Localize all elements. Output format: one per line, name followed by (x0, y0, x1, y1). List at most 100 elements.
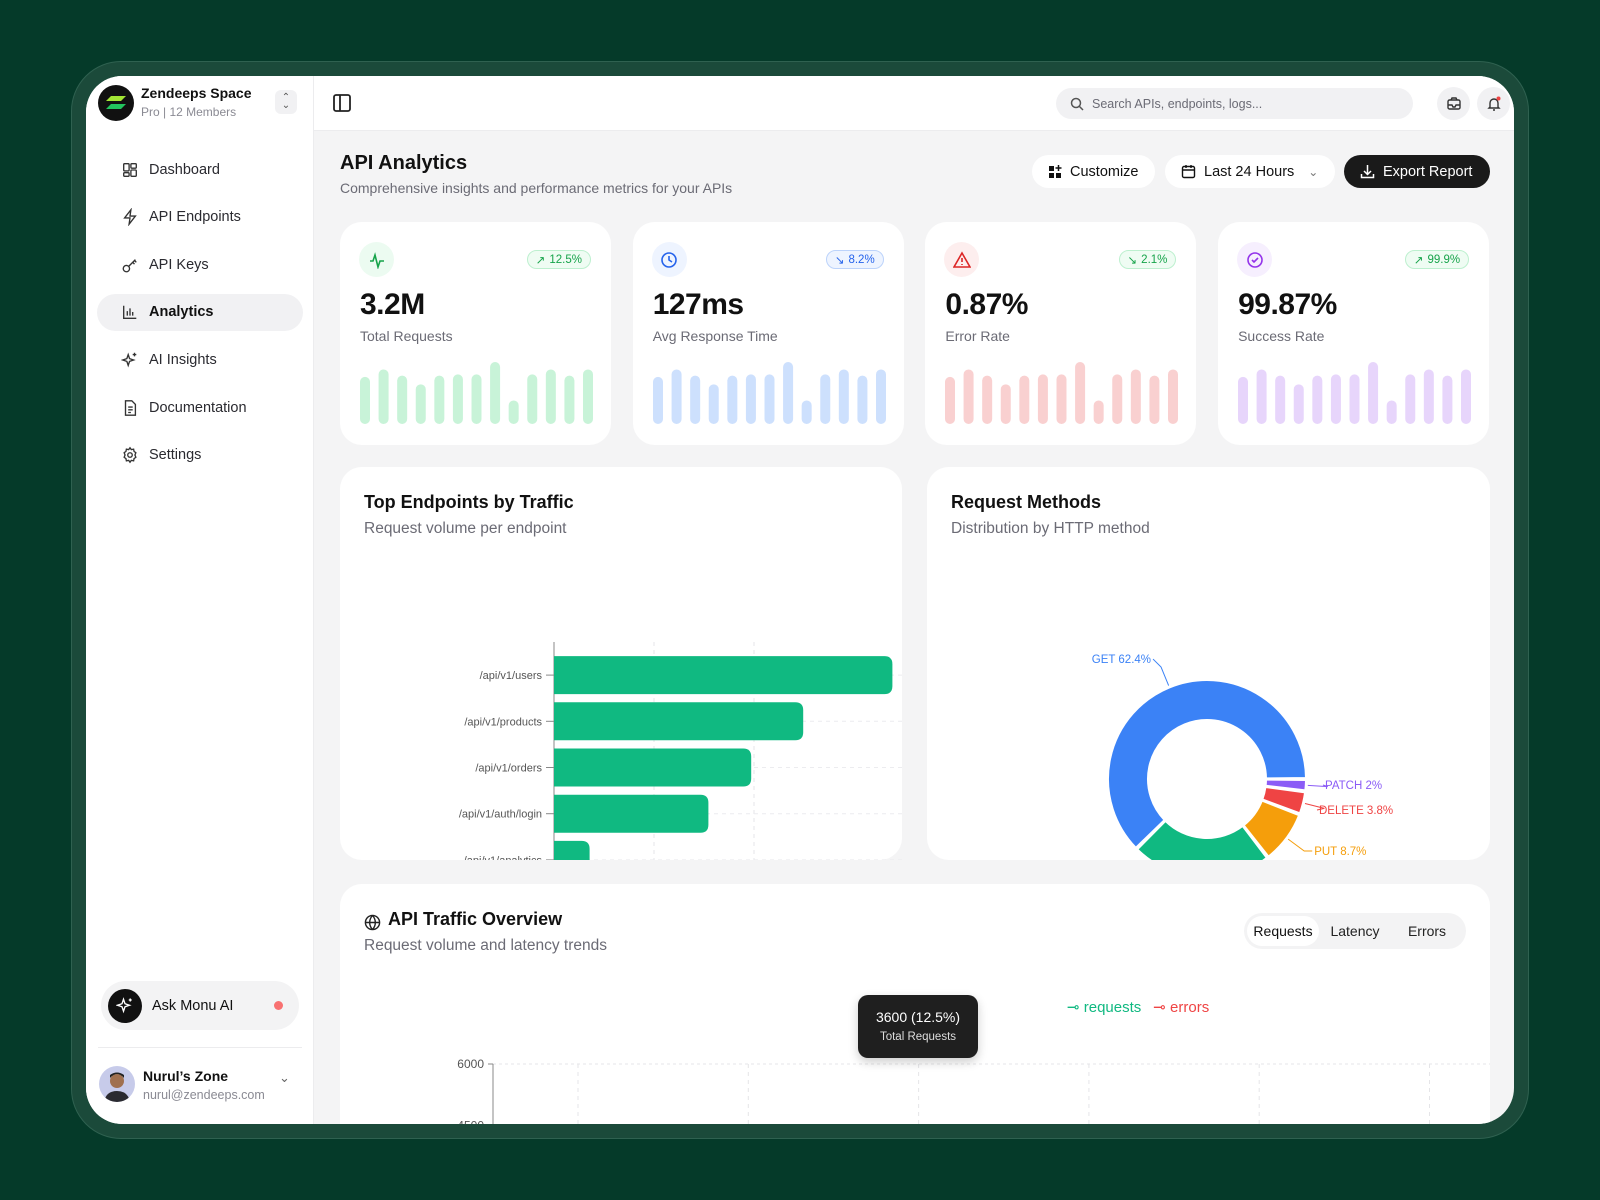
grid-icon (123, 162, 137, 177)
sparkline (945, 362, 1179, 424)
sparkline-bar (397, 375, 408, 424)
date-range-select[interactable]: Last 24 Hours ⌄ (1165, 155, 1335, 188)
sparkline-bar (1019, 375, 1030, 424)
export-report-button[interactable]: Export Report (1344, 155, 1490, 188)
sidebar-item-label: Documentation (149, 399, 247, 416)
sidebar-item-analytics[interactable]: Analytics (97, 293, 303, 331)
sparkline-bar (1075, 362, 1086, 424)
sparkline-bar (838, 369, 849, 424)
trend-up-icon: ↗ (535, 254, 546, 267)
stat-card-error-rate: ↘ 2.1% 0.87% Error Rate (925, 222, 1197, 445)
sparkline-bar (1238, 376, 1249, 424)
slice-get[interactable] (1107, 679, 1308, 850)
tab-latency[interactable]: Latency (1330, 923, 1380, 939)
search-input[interactable] (1092, 96, 1392, 111)
tooltip-value: 3600 (12.5%) (875, 1009, 961, 1025)
sparkline-bar (1312, 375, 1323, 424)
card-subtitle: Request volume and latency trends (364, 937, 607, 954)
calendar-icon (1181, 165, 1196, 179)
sidebar-item-api-keys[interactable]: API Keys (97, 246, 303, 283)
y-left-tick-label: 4500 (457, 1119, 484, 1125)
card-title: Top Endpoints by Traffic (364, 492, 574, 512)
top-endpoints-card: Top Endpoints by Traffic Request volume … (340, 467, 902, 860)
gear-icon (123, 446, 137, 464)
tab-errors[interactable]: Errors (1407, 923, 1447, 939)
chevron-down-icon: ⌄ (281, 100, 291, 111)
page-subtitle: Comprehensive insights and performance m… (340, 180, 733, 196)
sparkline-bar (1442, 375, 1453, 424)
sparkles-icon (121, 352, 137, 368)
category-label: /api/v1/products (464, 716, 542, 728)
sidebar-item-label: AI Insights (149, 351, 217, 368)
tooltip-label: Total Requests (879, 1031, 957, 1043)
endpoints-bar-chart: /api/v1/users/api/v1/products/api/v1/ord… (459, 642, 902, 860)
bar[interactable] (554, 748, 752, 787)
bar[interactable] (554, 840, 590, 860)
slice-delete[interactable] (1261, 785, 1307, 815)
download-icon (1360, 165, 1375, 179)
avatar[interactable] (99, 1066, 135, 1102)
sparkline-bar (1386, 400, 1397, 424)
bar[interactable] (554, 794, 709, 833)
sparkline-bar (1405, 374, 1416, 424)
chevron-up-icon: ⌃ (281, 92, 291, 103)
card-subtitle: Request volume per endpoint (364, 520, 567, 537)
sparkline-bar (1423, 369, 1434, 424)
sidebar-item-label: Settings (149, 447, 202, 464)
sidebar-item-documentation[interactable]: Documentation (97, 389, 303, 426)
check-circle-icon (1237, 242, 1273, 277)
inbox-button[interactable] (1437, 87, 1470, 120)
stat-label: Error Rate (945, 328, 1010, 344)
slice-label: PATCH 2% (1325, 780, 1382, 792)
search-bar[interactable] (1056, 88, 1413, 119)
document-icon (124, 399, 137, 416)
alert-triangle-icon (944, 242, 980, 277)
category-label: /api/v1/auth/login (459, 809, 542, 821)
sparkline-bar (764, 374, 775, 424)
stat-card-avg-response-time: ↘ 8.2% 127ms Avg Response Time (632, 222, 904, 445)
tab-requests[interactable]: Requests (1247, 916, 1319, 946)
sidebar-item-settings[interactable]: Settings (97, 437, 303, 474)
traffic-bar-chart: 60001604500120300080 (457, 1057, 1490, 1125)
change-badge: ↘ 8.2% (825, 250, 884, 269)
ask-ai-button[interactable]: Ask Monu AI (101, 981, 299, 1030)
chart-tooltip: 3600 (12.5%) Total Requests (858, 995, 978, 1058)
sparkline-bar (1293, 384, 1304, 424)
slice-label: PUT 8.7% (1314, 846, 1366, 858)
bar[interactable] (554, 702, 804, 741)
ask-ai-label: Ask Monu AI (152, 997, 234, 1014)
slice-put[interactable] (1242, 799, 1301, 858)
sparkline-bar (452, 374, 463, 424)
slice-post[interactable] (1135, 819, 1269, 860)
legend-errors[interactable]: ⊸ errors (1153, 999, 1210, 1016)
bar[interactable] (554, 656, 893, 695)
sparkline-bar (857, 375, 868, 424)
label-line (1287, 838, 1313, 852)
sparkline-bar (508, 400, 519, 424)
sidebar-toggle-icon[interactable] (332, 93, 352, 118)
bell-icon (1486, 96, 1501, 111)
change-badge: ↗ 12.5% (526, 250, 591, 269)
sidebar-item-label: API Endpoints (149, 209, 241, 226)
status-dot (274, 1001, 283, 1010)
divider (98, 1047, 302, 1048)
sidebar-item-api-endpoints[interactable]: API Endpoints (97, 199, 303, 236)
workspace-switcher-button[interactable]: ⌃ ⌄ (275, 90, 297, 114)
sidebar-item-dashboard[interactable]: Dashboard (97, 151, 303, 188)
sparkline-bar (1275, 375, 1286, 424)
inbox-icon (1446, 96, 1461, 110)
sparkline-bar (875, 369, 886, 424)
sparkline-bar (1112, 374, 1123, 424)
sparkline-bar (819, 374, 830, 424)
card-title: API Traffic Overview (388, 909, 563, 929)
user-menu-chevron-icon[interactable]: ⌄ (279, 1070, 290, 1085)
customize-button[interactable]: Customize (1032, 155, 1155, 188)
slice-patch[interactable] (1264, 778, 1308, 792)
notifications-button[interactable] (1477, 87, 1510, 120)
legend-requests[interactable]: ⊸ requests (1067, 999, 1142, 1016)
sparkline-bar (1149, 375, 1160, 424)
sidebar-item-ai-insights[interactable]: AI Insights (97, 341, 303, 378)
stat-value: 127ms (652, 288, 744, 321)
sparkline-bar (471, 374, 482, 424)
sparkline-bar (415, 384, 426, 424)
